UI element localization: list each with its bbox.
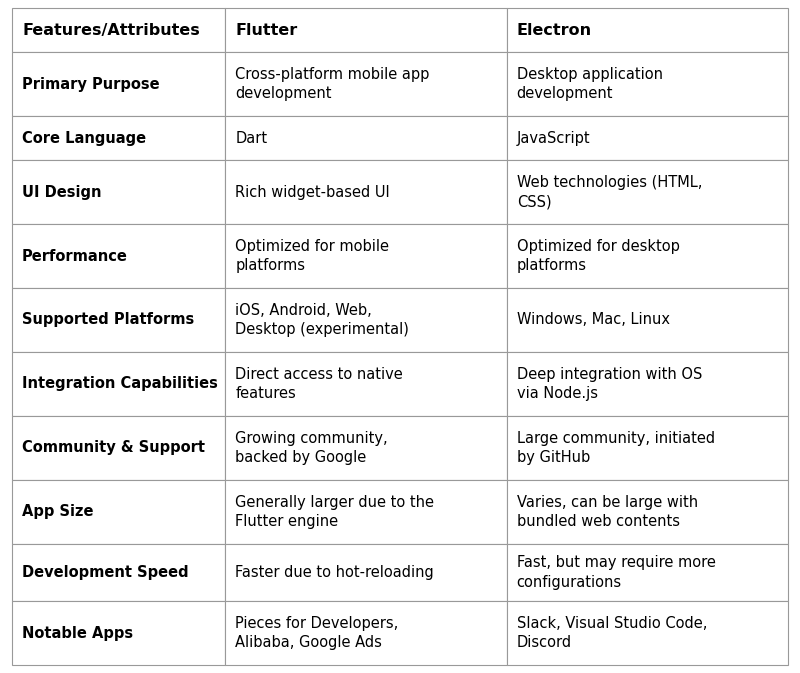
Bar [226, 160, 506, 224]
Text: Supported Platforms: Supported Platforms [22, 312, 194, 328]
Bar [12, 52, 226, 116]
Bar [506, 601, 788, 665]
Bar [506, 116, 788, 160]
Bar [506, 288, 788, 352]
Text: Optimized for desktop
platforms: Optimized for desktop platforms [517, 239, 679, 273]
Text: Development Speed: Development Speed [22, 565, 189, 580]
Bar [226, 116, 506, 160]
Text: Optimized for mobile
platforms: Optimized for mobile platforms [235, 239, 390, 273]
Text: Slack, Visual Studio Code,
Discord: Slack, Visual Studio Code, Discord [517, 616, 707, 650]
Bar [506, 416, 788, 480]
Text: JavaScript: JavaScript [517, 131, 590, 145]
Bar [226, 8, 506, 52]
Text: UI Design: UI Design [22, 184, 102, 200]
Text: Features/Attributes: Features/Attributes [22, 23, 200, 38]
Text: Desktop application
development: Desktop application development [517, 67, 662, 101]
Text: Growing community,
backed by Google: Growing community, backed by Google [235, 431, 388, 465]
Text: Windows, Mac, Linux: Windows, Mac, Linux [517, 312, 670, 328]
Text: Primary Purpose: Primary Purpose [22, 77, 160, 92]
Bar [506, 544, 788, 601]
Bar [226, 224, 506, 288]
Bar [506, 352, 788, 416]
Bar [226, 480, 506, 544]
Bar [12, 480, 226, 544]
Text: Rich widget-based UI: Rich widget-based UI [235, 184, 390, 200]
Bar [12, 8, 226, 52]
Bar [12, 224, 226, 288]
Bar [506, 8, 788, 52]
Bar [226, 288, 506, 352]
Text: Large community, initiated
by GitHub: Large community, initiated by GitHub [517, 431, 715, 465]
Text: Varies, can be large with
bundled web contents: Varies, can be large with bundled web co… [517, 495, 698, 529]
Text: App Size: App Size [22, 504, 94, 520]
Text: Deep integration with OS
via Node.js: Deep integration with OS via Node.js [517, 367, 702, 401]
Text: Dart: Dart [235, 131, 267, 145]
Text: iOS, Android, Web,
Desktop (experimental): iOS, Android, Web, Desktop (experimental… [235, 303, 410, 337]
Text: Electron: Electron [517, 23, 592, 38]
Bar [226, 416, 506, 480]
Text: Community & Support: Community & Support [22, 440, 205, 456]
Bar [12, 160, 226, 224]
Text: Flutter: Flutter [235, 23, 298, 38]
Text: Notable Apps: Notable Apps [22, 625, 133, 641]
Text: Faster due to hot-reloading: Faster due to hot-reloading [235, 565, 434, 580]
Bar [506, 52, 788, 116]
Bar [226, 352, 506, 416]
Bar [12, 416, 226, 480]
Bar [12, 601, 226, 665]
Bar [226, 544, 506, 601]
Text: Fast, but may require more
configurations: Fast, but may require more configuration… [517, 555, 715, 590]
Text: Performance: Performance [22, 248, 128, 264]
Bar [12, 116, 226, 160]
Bar [506, 160, 788, 224]
Text: Generally larger due to the
Flutter engine: Generally larger due to the Flutter engi… [235, 495, 434, 529]
Text: Cross-platform mobile app
development: Cross-platform mobile app development [235, 67, 430, 101]
Text: Core Language: Core Language [22, 131, 146, 145]
Text: Direct access to native
features: Direct access to native features [235, 367, 403, 401]
Bar [506, 480, 788, 544]
Bar [12, 352, 226, 416]
Text: Web technologies (HTML,
CSS): Web technologies (HTML, CSS) [517, 175, 702, 209]
Text: Pieces for Developers,
Alibaba, Google Ads: Pieces for Developers, Alibaba, Google A… [235, 616, 398, 650]
Bar [12, 288, 226, 352]
Bar [226, 601, 506, 665]
Text: Integration Capabilities: Integration Capabilities [22, 376, 218, 392]
Bar [226, 52, 506, 116]
Bar [12, 544, 226, 601]
Bar [506, 224, 788, 288]
